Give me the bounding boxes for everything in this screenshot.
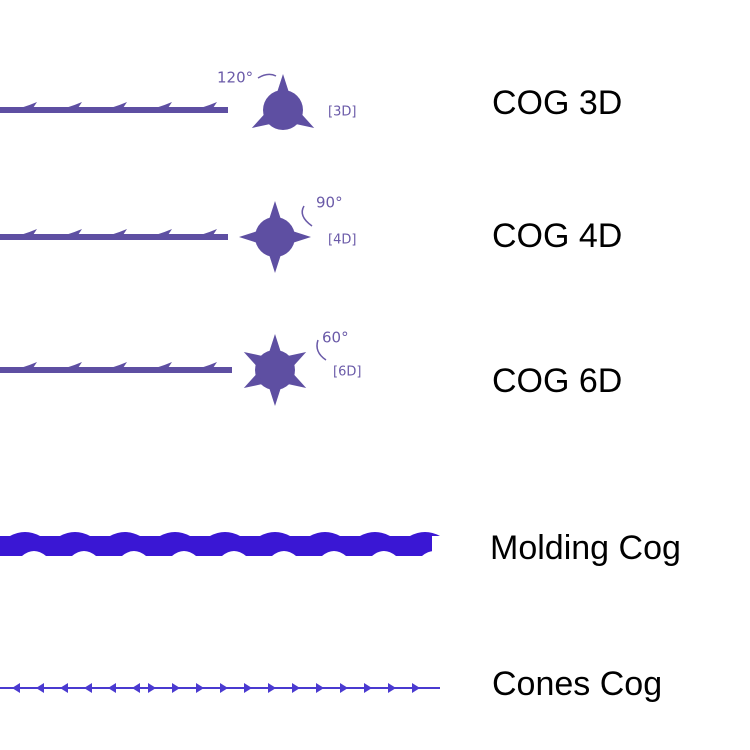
molding-gap	[322, 551, 346, 556]
barb	[5, 229, 37, 239]
barb	[140, 102, 172, 112]
spike	[286, 373, 307, 388]
molding-notch	[310, 532, 340, 536]
angle-label: 120°	[217, 69, 253, 87]
molding-notch	[410, 532, 440, 536]
thread-label: COG 4D	[492, 217, 622, 255]
molding-gap	[272, 551, 296, 556]
molding-gap	[422, 551, 446, 556]
barb	[95, 229, 127, 239]
spike	[268, 253, 282, 273]
spike	[294, 113, 315, 128]
molding-notch	[10, 532, 40, 536]
cone	[196, 683, 204, 693]
cone	[292, 683, 300, 693]
molding-notch	[260, 532, 290, 536]
cone	[36, 683, 44, 693]
spike	[268, 334, 282, 354]
anchor	[255, 217, 295, 257]
molding-notch	[360, 532, 390, 536]
cone	[220, 683, 228, 693]
spike	[276, 74, 290, 94]
cone	[84, 683, 92, 693]
molding-notch	[110, 532, 140, 536]
type-tag: [4D]	[328, 233, 356, 248]
cone	[412, 683, 420, 693]
barb	[95, 362, 127, 372]
cone	[340, 683, 348, 693]
cone	[108, 683, 116, 693]
molding-gap	[122, 551, 146, 556]
spike	[268, 201, 282, 221]
thread-label: Molding Cog	[490, 529, 681, 567]
cone	[12, 683, 20, 693]
cone	[244, 683, 252, 693]
spike	[243, 352, 264, 367]
molding-gap	[72, 551, 96, 556]
barb	[140, 229, 172, 239]
angle-arrow	[257, 73, 277, 79]
cone	[148, 683, 156, 693]
type-tag: [3D]	[328, 105, 356, 120]
cone	[388, 683, 396, 693]
barb	[95, 102, 127, 112]
molding-thread	[0, 536, 432, 556]
barb	[5, 362, 37, 372]
molding-notch	[210, 532, 240, 536]
barb	[185, 362, 217, 372]
anchor	[255, 350, 295, 390]
spike	[251, 113, 272, 128]
molding-notch	[60, 532, 90, 536]
angle-label: 90°	[316, 194, 343, 212]
angle-arrow	[316, 339, 327, 361]
cone	[60, 683, 68, 693]
spike	[286, 352, 307, 367]
anchor	[263, 90, 303, 130]
barb	[50, 362, 82, 372]
barb	[140, 362, 172, 372]
thread-label: COG 3D	[492, 84, 622, 122]
angle-arrow	[301, 205, 313, 227]
spike	[268, 386, 282, 406]
angle-label: 60°	[322, 329, 349, 347]
molding-gap	[372, 551, 396, 556]
cone	[132, 683, 140, 693]
cone	[172, 683, 180, 693]
type-tag: [6D]	[333, 365, 361, 380]
barb	[185, 102, 217, 112]
molding-gap	[22, 551, 46, 556]
spike	[243, 373, 264, 388]
barb	[50, 102, 82, 112]
molding-gap	[172, 551, 196, 556]
spike	[291, 230, 311, 244]
thread-label: COG 6D	[492, 362, 622, 400]
cone	[316, 683, 324, 693]
molding-gap	[222, 551, 246, 556]
barb	[185, 229, 217, 239]
molding-notch	[160, 532, 190, 536]
barb	[5, 102, 37, 112]
spike	[239, 230, 259, 244]
cone	[268, 683, 276, 693]
thread-label: Cones Cog	[492, 665, 662, 703]
cone	[364, 683, 372, 693]
barb	[50, 229, 82, 239]
